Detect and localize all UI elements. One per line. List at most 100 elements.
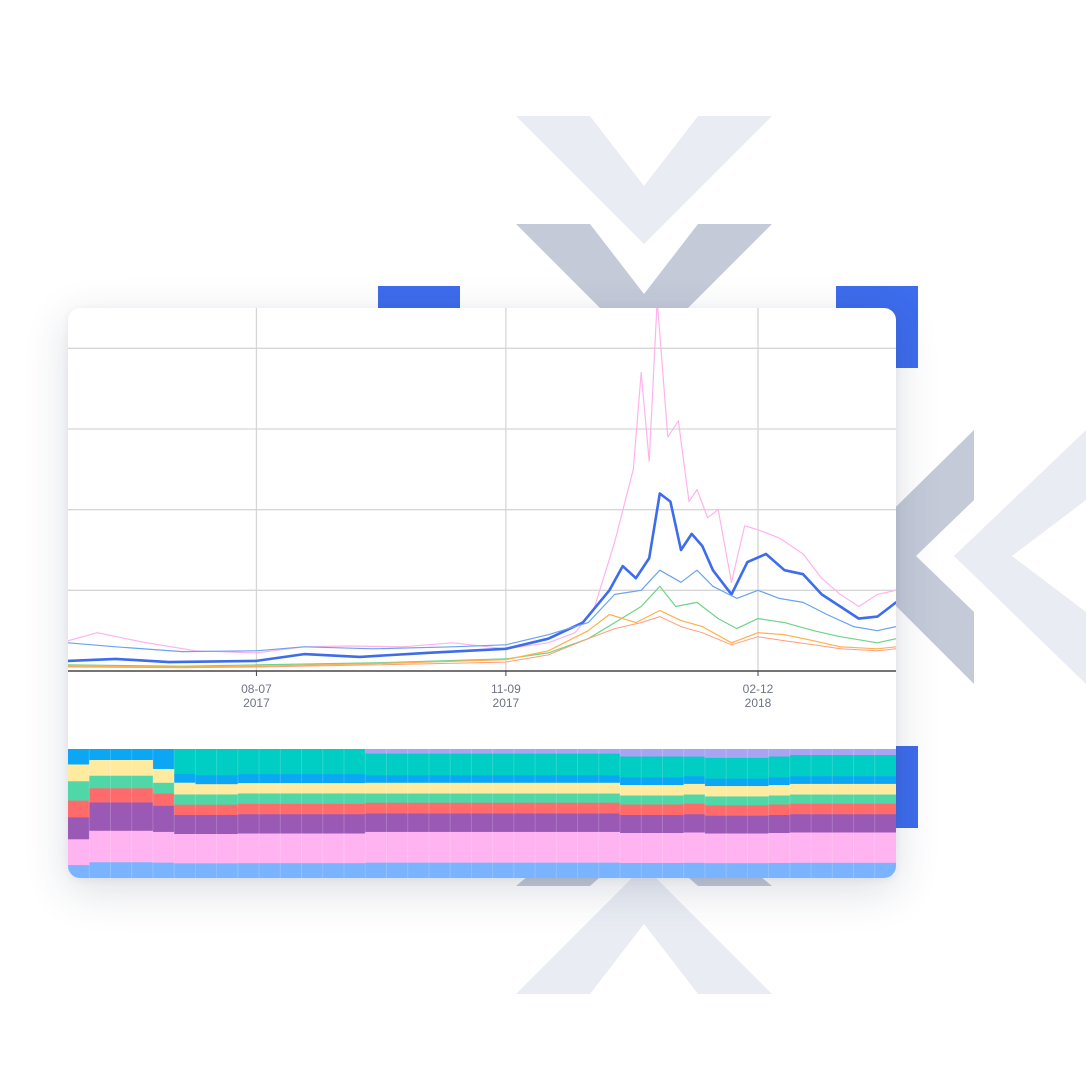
stack-segment — [577, 831, 600, 863]
stack-segment — [874, 794, 896, 804]
stack-segment — [641, 756, 664, 778]
series-line — [68, 569, 896, 653]
stack-segment — [641, 804, 664, 816]
stack-segment — [68, 839, 90, 866]
stack-segment — [726, 863, 748, 878]
stack-segment — [195, 775, 218, 785]
stack-segment — [513, 813, 536, 833]
stack-segment — [322, 833, 345, 864]
stack-segment — [556, 862, 579, 878]
stack-segment — [89, 760, 112, 777]
stack-segment — [726, 757, 748, 779]
stack-segment — [174, 814, 196, 835]
stack-segment — [874, 755, 896, 777]
chart-grid — [68, 308, 896, 671]
stack-segment — [811, 755, 833, 777]
stack-segment — [789, 776, 812, 785]
stack-segment — [683, 756, 706, 777]
stack-segment — [344, 749, 366, 775]
stack-segment — [513, 753, 536, 776]
stack-segment — [577, 802, 600, 814]
stack-segment — [704, 757, 727, 779]
stack-segment — [704, 805, 727, 817]
stack-segment — [874, 862, 896, 878]
stack-segment — [556, 793, 579, 804]
stack-segment — [662, 804, 685, 816]
chevron-down-dark-icon — [516, 224, 772, 352]
stack-segment — [216, 863, 239, 878]
stack-segment — [344, 783, 366, 794]
stack-segment — [237, 783, 260, 794]
stack-segment — [577, 793, 600, 804]
line-chart — [68, 308, 896, 669]
stack-segment — [301, 783, 324, 794]
stack-segment — [68, 865, 90, 878]
series-line — [68, 585, 896, 667]
chevron-left-dark-icon — [846, 430, 974, 684]
stack-segment — [407, 862, 430, 878]
stack-segment — [344, 863, 366, 878]
stack-segment — [110, 749, 133, 761]
stack-segment — [216, 814, 239, 835]
stack-segment — [492, 753, 515, 776]
stack-segment — [577, 862, 600, 878]
stack-segment — [68, 749, 90, 765]
stack-segment — [301, 774, 324, 784]
stack-segment — [874, 832, 896, 864]
stack-segment — [174, 794, 196, 805]
stack-segment — [513, 802, 536, 814]
stack-segment — [832, 832, 855, 864]
stack-segment — [428, 831, 451, 863]
stack-segment — [598, 749, 621, 754]
stack-segment — [386, 749, 409, 754]
x-tick-label: 02-12 — [743, 682, 774, 696]
stack-segment — [641, 863, 664, 878]
stack-segment — [747, 863, 770, 878]
stack-segment — [280, 803, 303, 815]
stack-segment — [131, 830, 154, 863]
stack-segment — [195, 863, 218, 878]
stack-segment — [811, 776, 833, 785]
stack-segment — [407, 753, 430, 776]
stack-segment — [832, 776, 855, 785]
stack-segment — [577, 753, 600, 776]
stack-segment — [556, 831, 579, 863]
stack-segment — [853, 832, 876, 864]
stack-segment — [683, 862, 706, 878]
stack-segment — [237, 803, 260, 815]
stack-segment — [195, 784, 218, 795]
stack-segment — [259, 803, 281, 815]
stack-segment — [874, 803, 896, 815]
stack-segment — [216, 804, 239, 816]
stack-segment — [853, 783, 876, 795]
stack-segment — [450, 793, 472, 804]
stack-segment — [598, 775, 621, 784]
stack-segment — [174, 863, 196, 878]
stack-segment — [662, 833, 685, 864]
stack-segment — [152, 862, 175, 878]
stack-segment — [492, 793, 515, 804]
stack-segment — [789, 814, 812, 833]
stack-segment — [386, 831, 409, 863]
stack-segment — [365, 775, 388, 784]
stack-segment — [152, 749, 175, 770]
stack-segment — [620, 815, 642, 834]
stack-segment — [68, 817, 90, 840]
stack-segment — [471, 862, 494, 878]
stack-segment — [747, 796, 770, 806]
stack-segment — [704, 786, 727, 797]
stack-segment — [874, 749, 896, 756]
stack-segment — [683, 794, 706, 804]
stack-segment — [344, 833, 366, 864]
stack-segment — [535, 775, 557, 784]
stack-segment — [386, 802, 409, 814]
stack-segment — [598, 813, 621, 833]
stack-segment — [386, 793, 409, 804]
stack-segment — [620, 795, 642, 805]
stack-segment — [789, 755, 812, 777]
stack-segment — [152, 831, 175, 863]
stack-segment — [428, 862, 451, 878]
stack-segment — [492, 862, 515, 878]
stack-segment — [131, 802, 154, 832]
